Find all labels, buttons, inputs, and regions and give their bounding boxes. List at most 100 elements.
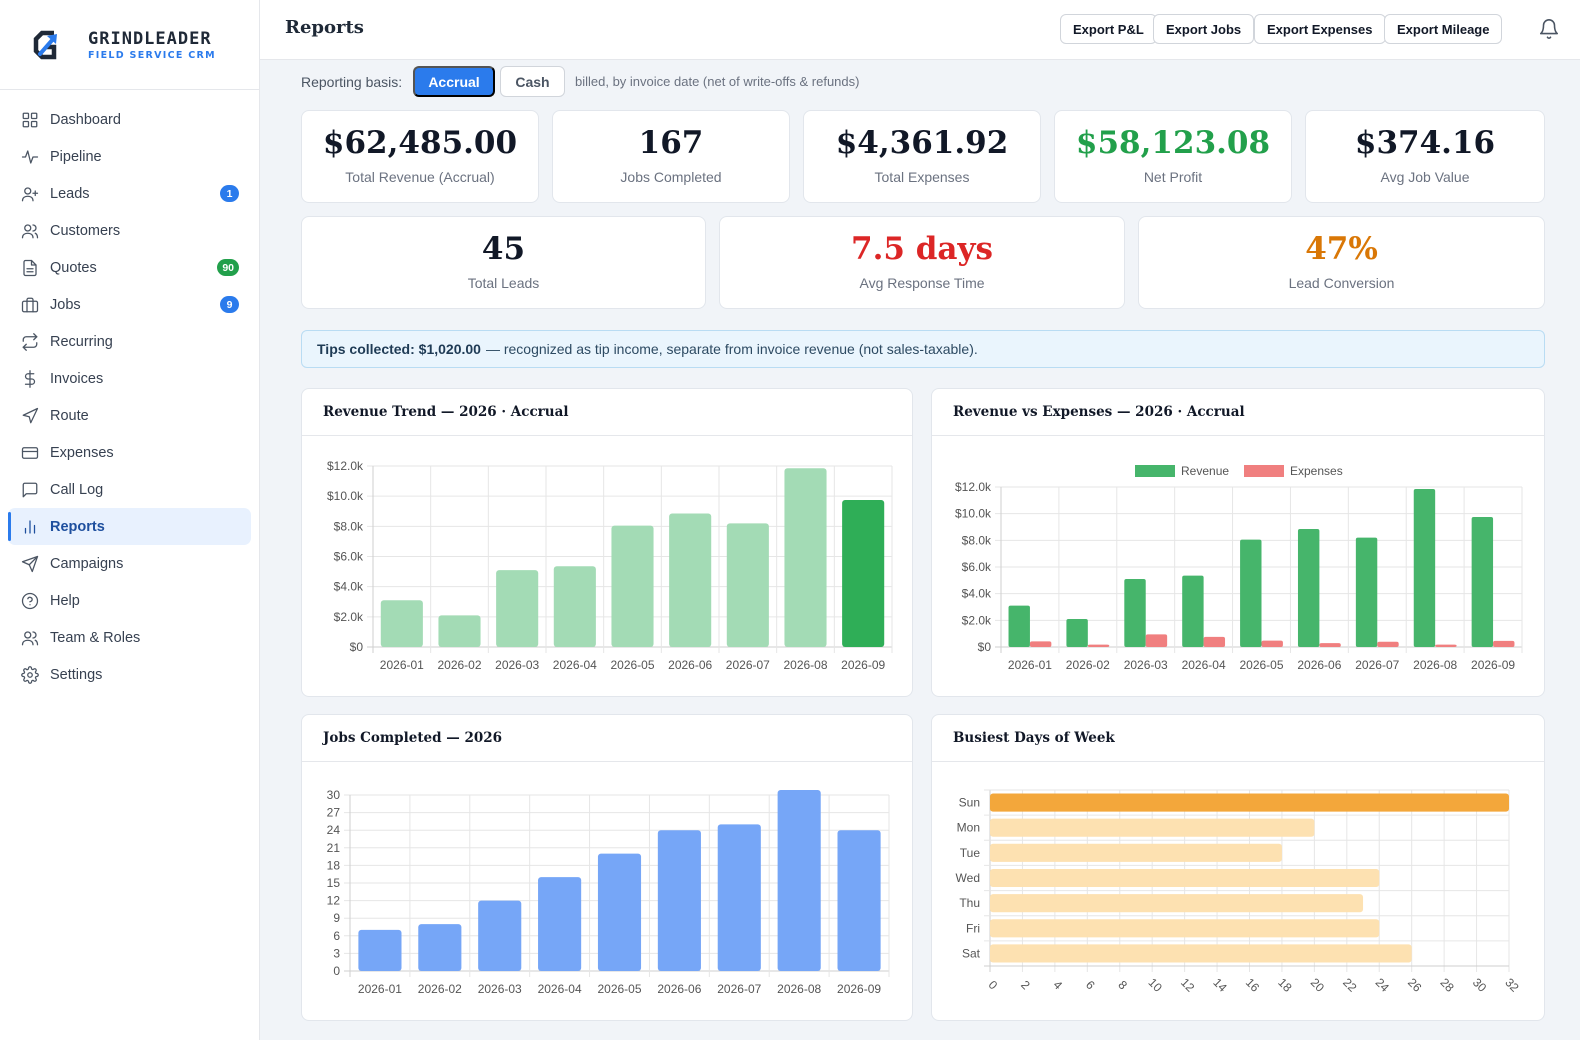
bar-expenses xyxy=(1319,643,1341,647)
x-tick-label: 2026-08 xyxy=(1413,658,1457,672)
kpi-label: Total Revenue (Accrual) xyxy=(345,169,495,185)
y-tick-label: $8.0k xyxy=(962,533,992,547)
x-tick-label: 4 xyxy=(1051,978,1066,993)
x-tick-label: 2026-09 xyxy=(1471,658,1515,672)
sidebar-item-dashboard[interactable]: Dashboard xyxy=(8,101,251,138)
export-expenses-button[interactable]: Export Expenses xyxy=(1254,14,1386,44)
kpi-value: $374.16 xyxy=(1354,125,1496,161)
reporting-basis-label: Reporting basis: xyxy=(301,74,403,90)
sidebar-item-label: Campaigns xyxy=(50,555,124,572)
sidebar-item-customers[interactable]: Customers xyxy=(8,212,251,249)
sidebar-item-call-log[interactable]: Call Log xyxy=(8,471,251,508)
bar-revenue xyxy=(1182,575,1204,647)
sidebar-item-label: Reports xyxy=(50,518,105,535)
sidebar-item-label: Call Log xyxy=(50,481,104,498)
bar xyxy=(990,919,1380,938)
basis-accrual-button[interactable]: Accrual xyxy=(413,66,495,97)
bar xyxy=(837,830,881,971)
bar-expenses xyxy=(1145,634,1168,647)
y-tick-label: Tue xyxy=(960,846,981,860)
revenue-vs-expenses-chart: $0 $2.0k $4.0k $6.0k $8.0k $10.0k $12.0k 2026-0… xyxy=(955,464,1523,672)
kpi-label: Lead Conversion xyxy=(1288,275,1395,291)
sidebar-item-route[interactable]: Route xyxy=(8,397,251,434)
gear-icon xyxy=(21,665,39,684)
sidebar-item-label: Dashboard xyxy=(50,111,121,128)
sidebar-item-label: Team & Roles xyxy=(50,629,141,646)
sidebar-item-jobs[interactable]: Jobs 9 xyxy=(8,286,251,323)
x-tick-label: 2026-06 xyxy=(657,982,701,996)
basis-cash-button[interactable]: Cash xyxy=(500,66,565,97)
x-tick-label: 32 xyxy=(1502,975,1522,995)
bar-revenue xyxy=(1297,529,1320,647)
x-tick-label: 2026-03 xyxy=(478,982,522,996)
kpi-label: Net Profit xyxy=(1143,169,1203,185)
sidebar-item-reports[interactable]: Reports xyxy=(8,508,251,545)
x-tick-label: 2026-05 xyxy=(1239,658,1283,672)
brand[interactable]: GRINDLEADER FIELD SERVICE CRM xyxy=(0,0,259,90)
y-tick-label: 15 xyxy=(327,876,341,890)
bar-revenue xyxy=(1413,489,1436,647)
bar xyxy=(990,868,1380,888)
x-tick-label: 18 xyxy=(1275,975,1295,995)
sidebar-item-campaigns[interactable]: Campaigns xyxy=(8,545,251,582)
sidebar-item-leads[interactable]: Leads 1 xyxy=(8,175,251,212)
export-mileage-button[interactable]: Export Mileage xyxy=(1384,14,1503,44)
sidebar-item-help[interactable]: Help xyxy=(8,582,251,619)
y-tick-label: Wed xyxy=(956,871,980,885)
bar xyxy=(611,525,654,647)
x-tick-label: 2026-02 xyxy=(1066,658,1110,672)
sidebar-item-label: Help xyxy=(50,592,80,609)
x-tick-label: 2026-05 xyxy=(610,658,654,672)
sidebar-item-label: Invoices xyxy=(50,370,104,387)
x-tick-label: 2026-04 xyxy=(553,658,597,672)
bar-revenue xyxy=(1355,537,1378,647)
legend-label-revenue: Revenue xyxy=(1181,464,1229,478)
y-tick-label: 24 xyxy=(327,823,341,837)
busiest-days-card: Busiest Days of Week 0 2 4 6 8 10 12 14 16 18 20 22… xyxy=(931,714,1545,1021)
y-tick-label: $0 xyxy=(978,640,992,654)
bell-icon[interactable] xyxy=(1538,18,1560,40)
sidebar-item-settings[interactable]: Settings xyxy=(8,656,251,693)
y-tick-label: Mon xyxy=(957,821,980,835)
sidebar-item-quotes[interactable]: Quotes 90 xyxy=(8,249,251,286)
sidebar-item-label: Quotes xyxy=(50,259,97,276)
bar-expenses xyxy=(1203,636,1226,647)
x-tick-label: 2026-02 xyxy=(418,982,462,996)
y-tick-label: $12.0k xyxy=(955,480,992,494)
bar xyxy=(657,830,701,971)
bar xyxy=(777,790,821,971)
x-tick-label: 2026-07 xyxy=(726,658,770,672)
bar xyxy=(358,929,402,971)
x-tick-label: 2026-07 xyxy=(1355,658,1399,672)
x-tick-label: 2026-06 xyxy=(1297,658,1341,672)
legend-label-expenses: Expenses xyxy=(1290,464,1343,478)
x-tick-label: 24 xyxy=(1373,975,1393,995)
legend-swatch-revenue xyxy=(1135,465,1175,477)
brand-subtitle: FIELD SERVICE CRM xyxy=(88,49,216,61)
x-tick-label: 2026-03 xyxy=(495,658,539,672)
sidebar: GRINDLEADER FIELD SERVICE CRM Dashboard P… xyxy=(0,0,260,1040)
sidebar-item-recurring[interactable]: Recurring xyxy=(8,323,251,360)
x-tick-label: 2026-07 xyxy=(717,982,761,996)
export-pnl-button[interactable]: Export P&L xyxy=(1060,14,1157,44)
y-tick-label: 12 xyxy=(327,894,341,908)
sidebar-item-expenses[interactable]: Expenses xyxy=(8,434,251,471)
busiest-days-chart: 0 2 4 6 8 10 12 14 16 18 20 22 24 26 28 30 32SunMonTueWe… xyxy=(956,789,1522,995)
export-jobs-button[interactable]: Export Jobs xyxy=(1153,14,1255,44)
kpi-value: $4,361.92 xyxy=(835,125,1009,161)
y-tick-label: 18 xyxy=(327,858,341,872)
sidebar-item-team-roles[interactable]: Team & Roles xyxy=(8,619,251,656)
bar xyxy=(990,944,1412,963)
x-tick-label: 2026-01 xyxy=(1008,658,1052,672)
sidebar-item-pipeline[interactable]: Pipeline xyxy=(8,138,251,175)
bar-chart-icon xyxy=(21,518,39,536)
kpi-total-leads: 45 Total Leads xyxy=(301,216,706,309)
bar xyxy=(478,900,522,971)
sidebar-item-invoices[interactable]: Invoices xyxy=(8,360,251,397)
document-icon xyxy=(21,259,39,277)
bar xyxy=(726,523,769,647)
x-tick-label: 2026-06 xyxy=(668,658,712,672)
chart-title: Busiest Days of Week xyxy=(932,715,1544,762)
bar xyxy=(990,894,1364,913)
kpi-value: 45 xyxy=(481,231,526,267)
